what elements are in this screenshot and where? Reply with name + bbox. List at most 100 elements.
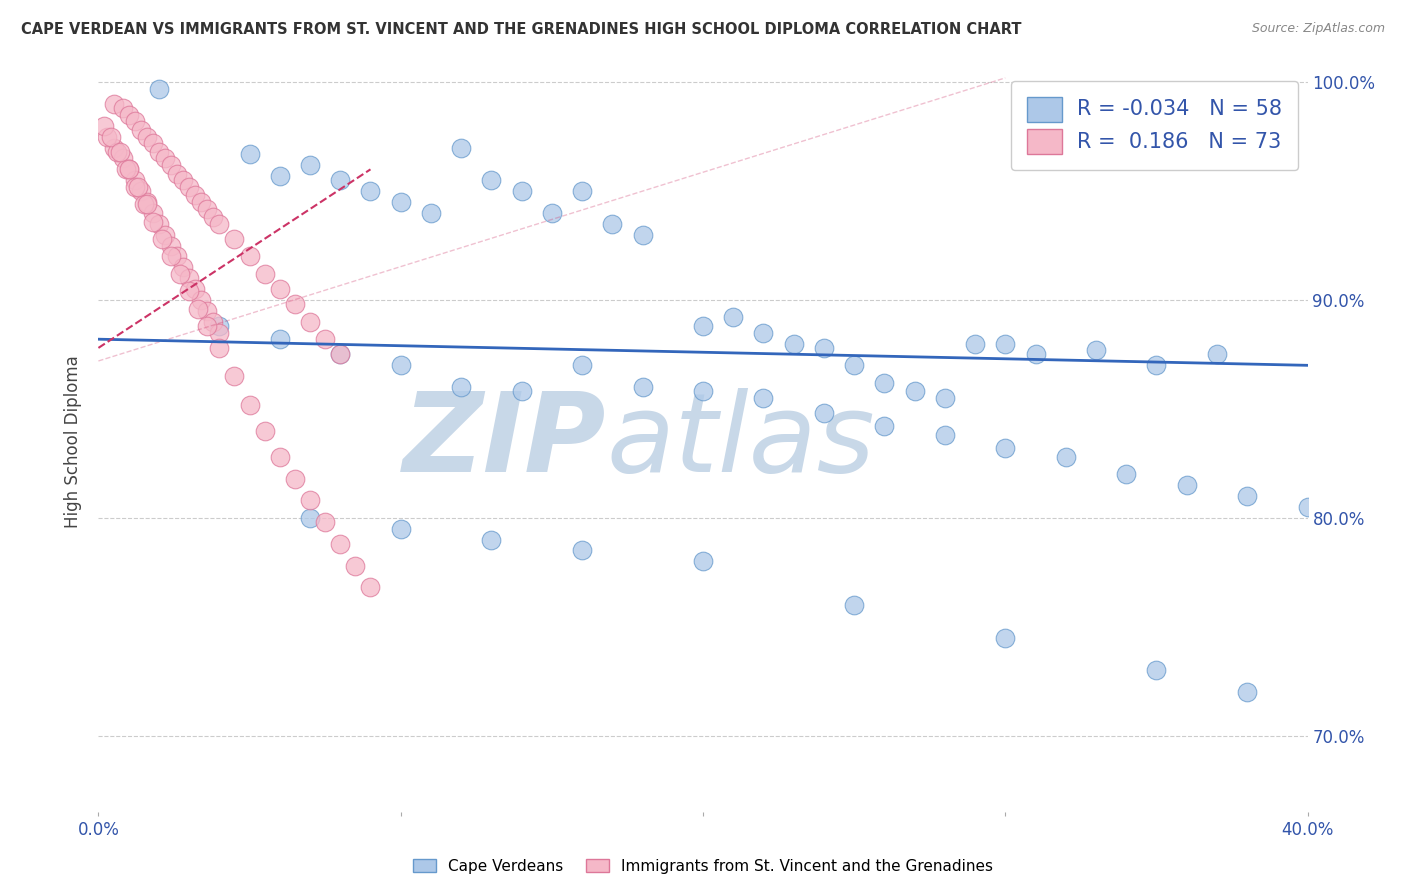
Point	[994, 336, 1017, 351]
Legend: R = -0.034   N = 58, R =  0.186   N = 73: R = -0.034 N = 58, R = 0.186 N = 73	[1011, 81, 1298, 170]
Point	[202, 315, 225, 329]
Point	[934, 391, 956, 405]
Point	[994, 441, 1017, 455]
Point	[253, 267, 276, 281]
Point	[184, 282, 207, 296]
Y-axis label: High School Diploma: High School Diploma	[65, 355, 83, 528]
Point	[420, 206, 443, 220]
Point	[844, 359, 866, 373]
Point	[93, 119, 115, 133]
Point	[723, 310, 745, 325]
Point	[752, 326, 775, 340]
Point	[1085, 343, 1108, 357]
Point	[190, 293, 212, 307]
Point	[129, 123, 152, 137]
Point	[179, 179, 201, 194]
Point	[184, 188, 207, 202]
Text: Source: ZipAtlas.com: Source: ZipAtlas.com	[1251, 22, 1385, 36]
Point	[1206, 347, 1229, 361]
Point	[153, 152, 176, 166]
Point	[103, 97, 125, 112]
Point	[692, 384, 714, 399]
Point	[224, 232, 246, 246]
Point	[783, 336, 806, 351]
Point	[269, 450, 291, 464]
Point	[135, 197, 157, 211]
Point	[135, 194, 157, 209]
Point	[965, 336, 987, 351]
Point	[208, 319, 231, 334]
Point	[540, 206, 562, 220]
Point	[103, 140, 125, 154]
Point	[239, 249, 262, 263]
Point	[873, 376, 896, 390]
Point	[299, 510, 322, 524]
Point	[299, 315, 322, 329]
Point	[1175, 478, 1198, 492]
Point	[571, 543, 593, 558]
Point	[150, 232, 173, 246]
Point	[118, 162, 141, 177]
Point	[389, 194, 412, 209]
Point	[752, 391, 775, 405]
Point	[239, 397, 262, 411]
Point	[329, 173, 352, 187]
Text: CAPE VERDEAN VS IMMIGRANTS FROM ST. VINCENT AND THE GRENADINES HIGH SCHOOL DIPLO: CAPE VERDEAN VS IMMIGRANTS FROM ST. VINC…	[21, 22, 1022, 37]
Point	[994, 631, 1017, 645]
Point	[114, 162, 136, 177]
Point	[195, 202, 218, 216]
Point	[389, 522, 412, 536]
Point	[844, 598, 866, 612]
Point	[160, 249, 183, 263]
Point	[148, 145, 170, 159]
Point	[873, 419, 896, 434]
Point	[118, 162, 141, 177]
Point	[142, 136, 165, 151]
Point	[329, 537, 352, 551]
Point	[172, 173, 194, 187]
Point	[1236, 685, 1258, 699]
Point	[148, 217, 170, 231]
Point	[934, 428, 956, 442]
Point	[105, 145, 128, 159]
Point	[813, 341, 835, 355]
Point	[329, 347, 352, 361]
Point	[344, 558, 367, 573]
Point	[118, 108, 141, 122]
Point	[329, 347, 352, 361]
Point	[179, 285, 201, 299]
Point	[284, 297, 307, 311]
Point	[148, 82, 170, 96]
Point	[450, 380, 472, 394]
Point	[602, 217, 624, 231]
Point	[904, 384, 927, 399]
Legend: Cape Verdeans, Immigrants from St. Vincent and the Grenadines: Cape Verdeans, Immigrants from St. Vince…	[406, 853, 1000, 880]
Point	[1054, 450, 1077, 464]
Point	[253, 424, 276, 438]
Text: ZIP: ZIP	[402, 388, 606, 495]
Point	[172, 260, 194, 275]
Point	[481, 533, 503, 547]
Point	[510, 184, 533, 198]
Point	[450, 140, 472, 154]
Point	[187, 301, 209, 316]
Point	[160, 158, 183, 172]
Point	[124, 114, 146, 128]
Point	[208, 217, 231, 231]
Point	[269, 332, 291, 346]
Point	[813, 406, 835, 420]
Text: atlas: atlas	[606, 388, 875, 495]
Point	[142, 214, 165, 228]
Point	[129, 184, 152, 198]
Point	[111, 101, 134, 115]
Point	[481, 173, 503, 187]
Point	[169, 267, 191, 281]
Point	[314, 515, 336, 529]
Point	[299, 493, 322, 508]
Point	[195, 304, 218, 318]
Point	[239, 147, 262, 161]
Point	[631, 380, 654, 394]
Point	[195, 319, 218, 334]
Point	[360, 184, 382, 198]
Point	[1024, 347, 1046, 361]
